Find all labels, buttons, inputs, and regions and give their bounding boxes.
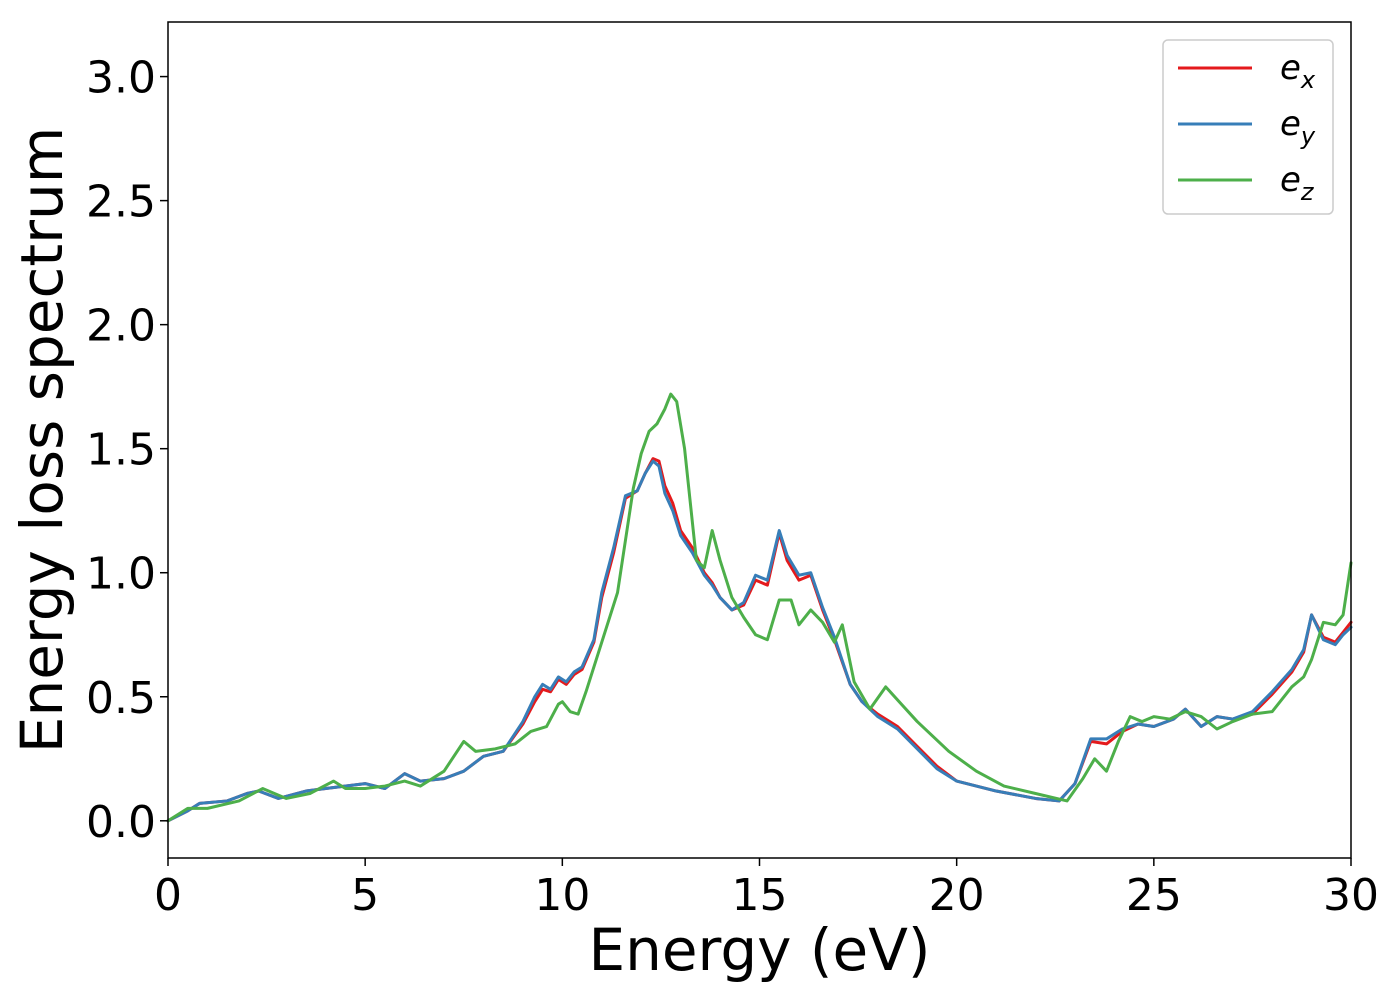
y-axis-title: Energy loss spectrum: [8, 127, 76, 753]
legend-box: [1162, 39, 1334, 215]
x-axis-title: Energy (eV): [588, 916, 930, 984]
x-tick-label: 20: [929, 870, 985, 921]
y-tick-label: 3.0: [86, 53, 156, 104]
x-tick-label: 15: [732, 870, 788, 921]
y-tick-label: 1.0: [86, 549, 156, 600]
x-tick-label: 10: [534, 870, 590, 921]
y-tick-label: 2.0: [86, 301, 156, 352]
plot-frame: [167, 21, 1352, 859]
y-axis-ticks: 0.0 0.5 1.0 1.5 2.0 2.5 3.0: [86, 53, 168, 848]
y-tick-label: 2.5: [86, 177, 156, 228]
x-tick-label: 0: [154, 870, 182, 921]
series-line-z: [166, 392, 1353, 823]
series-lines: [166, 392, 1353, 823]
x-axis-ticks: 0 5 10 15 20 25 30: [154, 858, 1379, 921]
x-tick-label: 30: [1323, 870, 1379, 921]
y-tick-label: 1.5: [86, 425, 156, 476]
y-tick-label: 0.5: [86, 673, 156, 724]
plot-area: [168, 22, 1351, 858]
y-tick-label: 0.0: [86, 797, 156, 848]
x-tick-label: 5: [351, 870, 379, 921]
x-tick-label: 25: [1126, 870, 1182, 921]
